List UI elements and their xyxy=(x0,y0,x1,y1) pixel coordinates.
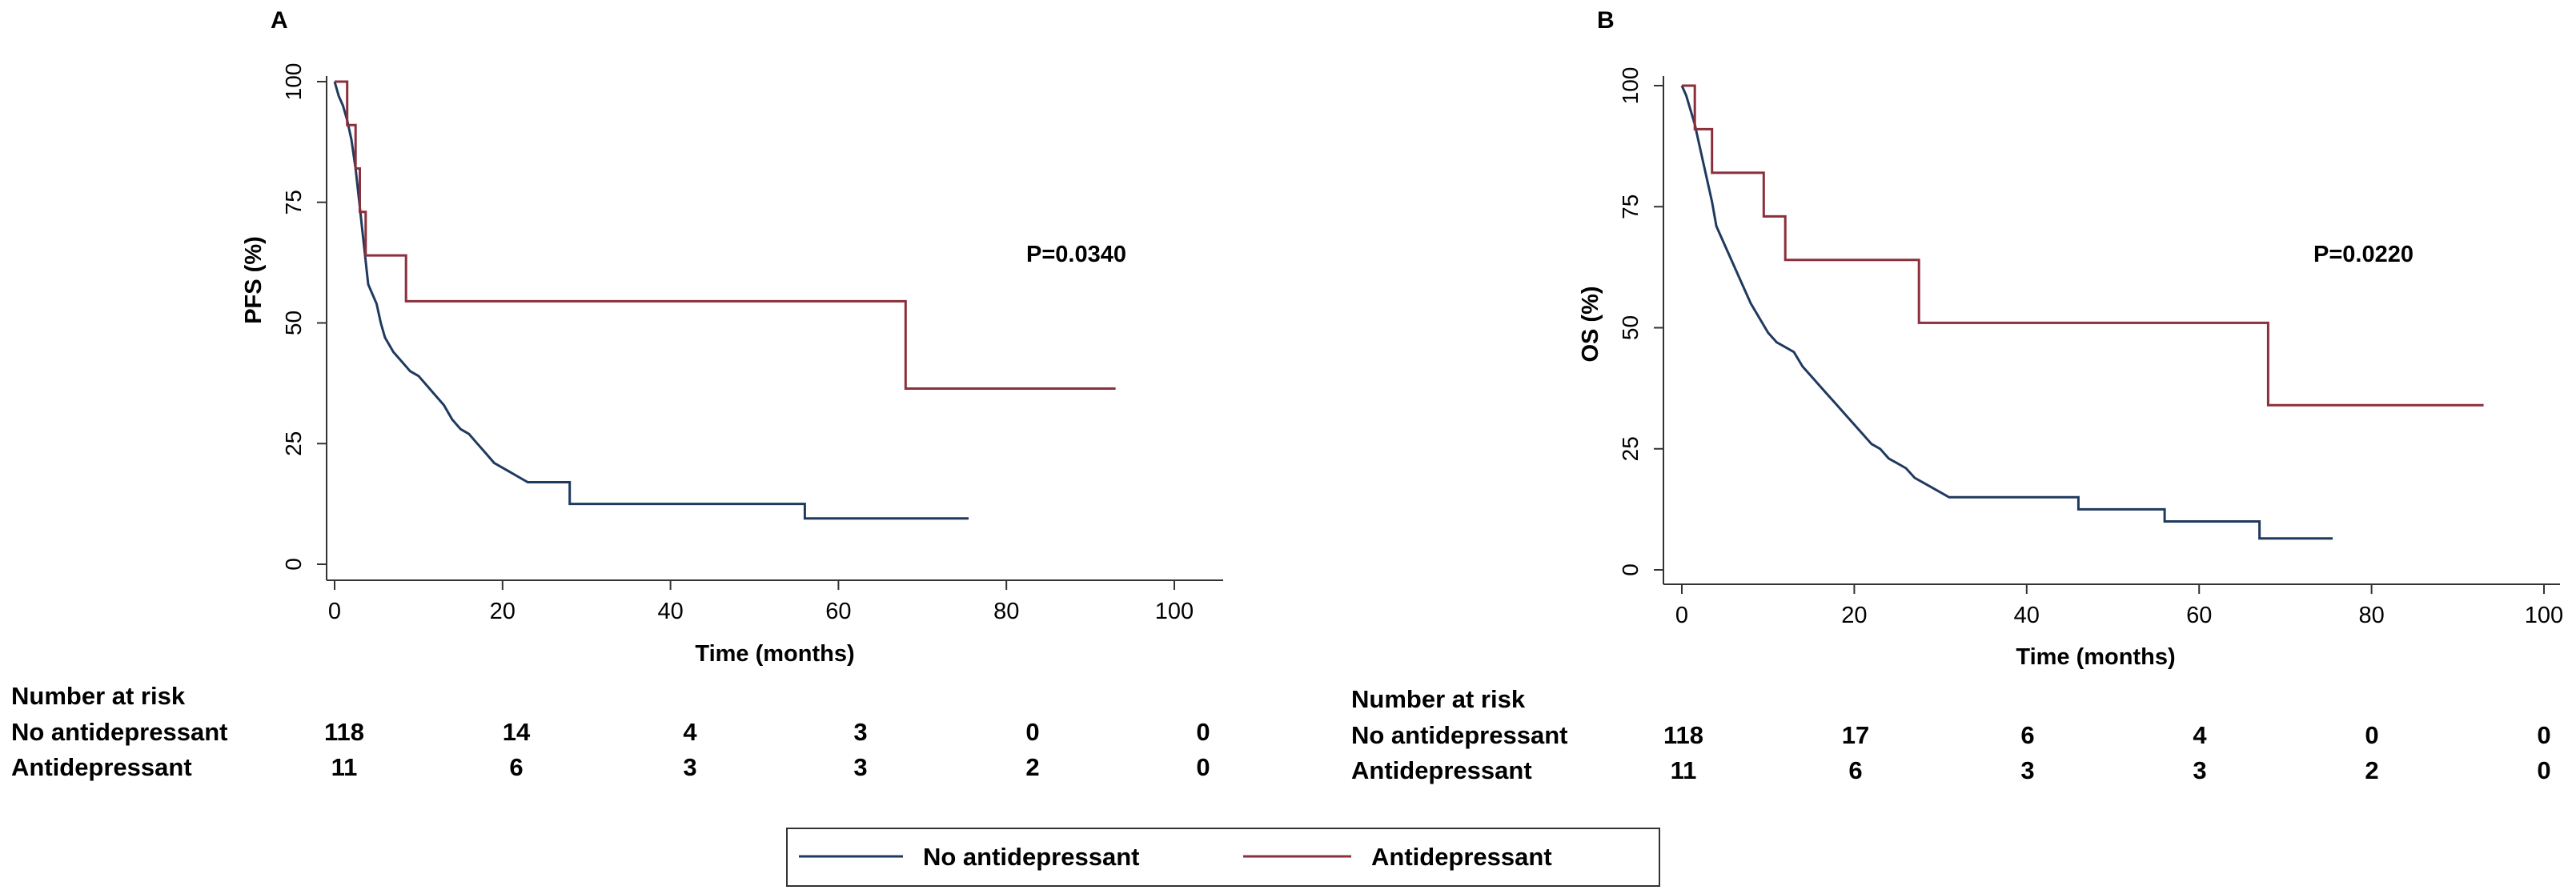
panel-a-risk-row-label-1: Antidepressant xyxy=(11,753,192,781)
panel-a-y-tick-label-25: 25 xyxy=(281,431,306,456)
panel-b-risk-row-label-0: No antidepressant xyxy=(1351,721,1567,749)
panel-b-y-axis-title: OS (%) xyxy=(1578,286,1603,362)
panel-a-x-tick-label-60: 60 xyxy=(825,599,851,624)
panel-a-y-tick-label-75: 75 xyxy=(281,190,306,214)
panel-a-risk-value-r1-c0: 11 xyxy=(331,753,358,781)
panel-b-y-tick-label-0: 0 xyxy=(1618,563,1643,576)
panel-b-risk-value-r1-c1: 6 xyxy=(1848,756,1862,784)
panel-a-x-ticks: 0 20 40 60 80 100 xyxy=(328,580,1194,624)
panel-b-risk-title: Number at risk xyxy=(1351,685,1526,713)
panel-b-curve-no-antidepressant xyxy=(1680,85,2333,540)
panel-b-x-tick-label-20: 20 xyxy=(1841,603,1867,628)
panel-a-x-tick-label-80: 80 xyxy=(993,599,1019,624)
panel-b-y-tick-label-50: 50 xyxy=(1618,315,1643,340)
panel-b-x-tick-label-100: 100 xyxy=(2525,603,2563,628)
panel-a-x-tick-label-100: 100 xyxy=(1155,599,1194,624)
panel-a-p-value: P=0.0340 xyxy=(1026,242,1126,267)
panel-b-x-tick-label-40: 40 xyxy=(2014,603,2040,628)
panel-a-risk-value-r0-c1: 14 xyxy=(503,718,531,746)
panel-b-risk-value-r1-c4: 2 xyxy=(2365,756,2378,784)
panel-a-y-tick-label-0: 0 xyxy=(281,558,306,571)
panel-b-p-value: P=0.0220 xyxy=(2313,242,2413,267)
panel-b-series xyxy=(1680,84,2484,540)
panel-a-risk-value-r0-c4: 0 xyxy=(1025,718,1039,746)
panel-b-x-ticks: 0 20 40 60 80 100 xyxy=(1675,584,2563,628)
panel-a-risk-value-r0-c2: 4 xyxy=(683,718,697,746)
panel-b-risk-value-r1-c3: 3 xyxy=(2193,756,2206,784)
panel-b-label: B xyxy=(1597,7,1615,34)
panel-b-x-tick-label-0: 0 xyxy=(1675,603,1688,628)
panel-a-x-tick-label-0: 0 xyxy=(328,599,341,624)
legend-label-antidepressant: Antidepressant xyxy=(1371,843,1552,871)
panel-a-y-ticks: 0 25 50 75 100 xyxy=(281,63,327,571)
panel-b-curve-antidepressant xyxy=(1682,84,2484,407)
panel-a-risk-value-r0-c3: 3 xyxy=(853,718,867,746)
legend: No antidepressant Antidepressant xyxy=(786,828,1660,887)
panel-a-risk-value-r1-c2: 3 xyxy=(683,753,696,781)
panel-b-risk-row-label-1: Antidepressant xyxy=(1351,756,1532,784)
panel-b-risk-value-r0-c1: 17 xyxy=(1842,721,1869,749)
legend-label-no-antidepressant: No antidepressant xyxy=(923,843,1139,871)
panel-b-risk-value-r0-c0: 118 xyxy=(1663,721,1703,749)
panel-b-risk-value-r1-c0: 11 xyxy=(1671,756,1697,784)
panel-a-risk-row-label-0: No antidepressant xyxy=(11,718,227,746)
panel-a-risk-value-r1-c4: 2 xyxy=(1025,753,1039,781)
panel-b-x-axis-title: Time (months) xyxy=(2016,644,2175,670)
panel-a-x-tick-label-40: 40 xyxy=(657,599,683,624)
panel-a-y-tick-label-100: 100 xyxy=(281,63,306,101)
panel-a-risk-value-r1-c5: 0 xyxy=(1196,753,1210,781)
panel-a-x-axis-title: Time (months) xyxy=(695,641,854,667)
panel-b-risk-value-r0-c5: 0 xyxy=(2537,721,2550,749)
panel-a-curve-no-antidepressant xyxy=(333,81,969,520)
panel-a-series xyxy=(333,80,1116,520)
panel-b-y-tick-label-75: 75 xyxy=(1618,194,1643,219)
panel-b-risk-value-r0-c3: 4 xyxy=(2193,721,2207,749)
panel-a-label: A xyxy=(271,7,288,34)
panel-a-risk-value-r1-c1: 6 xyxy=(509,753,523,781)
panel-a-risk-values: 118 14 4 3 0 0 11 6 3 3 2 0 xyxy=(324,718,1210,781)
panel-b-risk-values: 118 17 6 4 0 0 11 6 3 3 2 0 xyxy=(1663,721,2551,784)
panel-a-risk-title: Number at risk xyxy=(11,682,186,710)
panel-a-risk-value-r1-c3: 3 xyxy=(853,753,867,781)
panel-a-risk-value-r0-c0: 118 xyxy=(324,718,364,746)
panel-b-risk-value-r0-c4: 0 xyxy=(2365,721,2378,749)
panel-b-risk-value-r1-c5: 0 xyxy=(2537,756,2550,784)
panel-b-risk-value-r1-c2: 3 xyxy=(2020,756,2034,784)
panel-b-y-tick-label-25: 25 xyxy=(1618,436,1643,461)
panel-b-y-tick-label-100: 100 xyxy=(1618,67,1643,105)
panel-a: A PFS (%) Time (months) P=0.0340 0 25 50 75… xyxy=(11,7,1223,781)
panel-a-y-axis-title: PFS (%) xyxy=(241,236,267,324)
panel-a-curve-antidepressant xyxy=(335,80,1116,390)
panel-b-y-ticks: 0 25 50 75 100 xyxy=(1618,67,1663,576)
panel-a-x-tick-label-20: 20 xyxy=(490,599,516,624)
panel-b-risk-value-r0-c2: 6 xyxy=(2020,721,2034,749)
panel-b-x-tick-label-60: 60 xyxy=(2186,603,2212,628)
panel-a-risk-value-r0-c5: 0 xyxy=(1196,718,1210,746)
panel-b-x-tick-label-80: 80 xyxy=(2358,603,2384,628)
legend-box xyxy=(786,828,1660,887)
panel-a-y-tick-label-50: 50 xyxy=(281,311,306,335)
panel-b: B OS (%) Time (months) P=0.0220 0 25 50 75 1… xyxy=(1351,7,2563,784)
